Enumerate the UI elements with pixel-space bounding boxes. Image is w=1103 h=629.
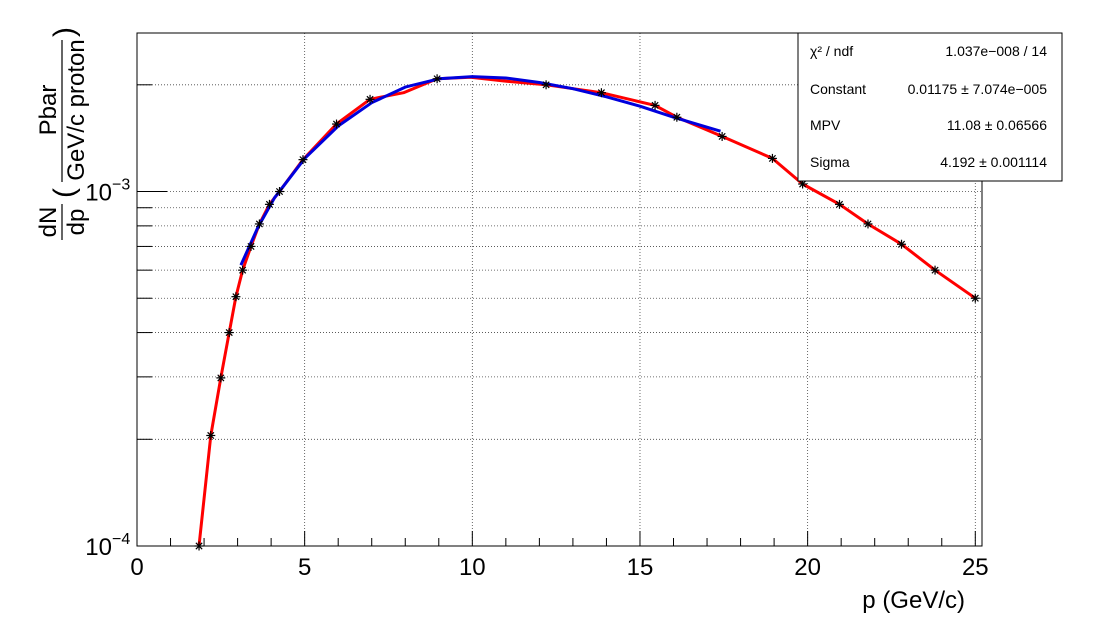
y-axis-close-paren: ): [48, 27, 81, 37]
y-tick-label-exp-1: −3: [112, 177, 130, 194]
stats-value-mpv: 11.08 ± 0.06566: [947, 117, 1047, 133]
data-point-9: [275, 187, 285, 197]
stats-label-constant: Constant: [810, 81, 866, 97]
stats-label-sigma: Sigma: [810, 154, 850, 170]
data-point-25: [970, 293, 980, 303]
data-point-12: [365, 94, 375, 104]
y-axis-num: Pbar: [35, 85, 62, 136]
x-tick-label-5: 25: [962, 554, 989, 581]
y-axis-den: GeV/c proton: [63, 39, 90, 180]
x-axis-title: p (GeV/c): [862, 587, 965, 614]
data-point-7: [254, 219, 264, 229]
data-point-4: [231, 292, 241, 302]
x-tick-label-1: 5: [298, 554, 311, 581]
stats-label-chi2: χ² / ndf: [810, 43, 853, 59]
data-point-15: [596, 88, 606, 98]
data-point-18: [717, 131, 727, 141]
data-point-13: [432, 74, 442, 84]
stats-value-chi2: 1.037e−008 / 14: [945, 43, 1047, 59]
data-point-10: [298, 155, 308, 165]
stats-label-mpv: MPV: [810, 117, 841, 133]
x-tick-label-3: 15: [627, 554, 654, 581]
data-point-23: [897, 239, 907, 249]
data-point-2: [216, 373, 226, 383]
x-tick-label-4: 20: [794, 554, 821, 581]
data-point-8: [264, 199, 274, 209]
y-tick-label-exp-0: −4: [112, 531, 130, 548]
data-point-3: [224, 328, 234, 338]
data-point-17: [672, 112, 682, 122]
data-point-24: [930, 265, 940, 275]
data-point-1: [206, 430, 216, 440]
data-point-14: [541, 80, 551, 90]
stats-box-frame: [797, 32, 1063, 182]
stats-value-sigma: 4.192 ± 0.001114: [940, 154, 1047, 170]
data-point-16: [650, 100, 660, 110]
data-point-21: [834, 199, 844, 209]
y-axis-dp: dp: [63, 209, 90, 236]
data-point-19: [767, 153, 777, 163]
stats-value-constant: 0.01175 ± 7.074e−005: [908, 81, 1048, 97]
data-markers: [194, 74, 980, 551]
data-point-22: [863, 219, 873, 229]
plot-frame: [136, 32, 983, 547]
series-line-1: [239, 75, 721, 266]
stats-box: χ² / ndf 1.037e−008 / 14 Constant 0.0117…: [797, 32, 1063, 182]
y-axis-dn: dN: [35, 207, 62, 238]
y-axis-title: dN dp ( Pbar GeV/c proton ): [35, 27, 90, 240]
data-point-6: [246, 241, 256, 251]
y-tick-label-0: 10: [85, 534, 112, 561]
x-tick-label-2: 10: [459, 554, 486, 581]
x-tick-label-0: 0: [130, 554, 143, 581]
data-point-11: [332, 119, 342, 129]
y-tick-label-1: 10: [85, 180, 112, 207]
data-point-5: [238, 265, 248, 275]
y-axis-open-paren: (: [48, 188, 81, 198]
